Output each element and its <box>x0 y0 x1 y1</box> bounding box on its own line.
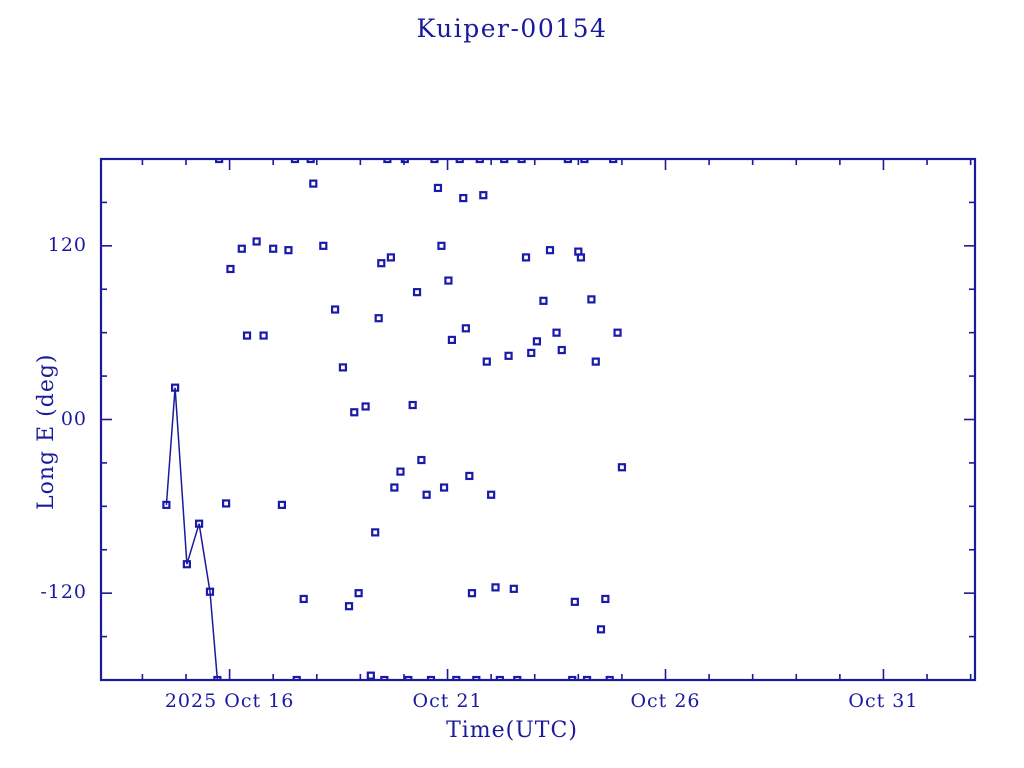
chart-title: Kuiper-00154 <box>416 14 608 43</box>
y-tick-label: 120 <box>47 233 87 256</box>
axes-frame <box>99 157 977 682</box>
x-tick-label: Oct 31 <box>848 690 919 712</box>
y-tick-label: -120 <box>40 581 87 604</box>
x-tick-label: Oct 26 <box>630 690 701 712</box>
x-tick-label: Oct 21 <box>412 690 483 712</box>
y-tick-label: 00 <box>60 407 87 430</box>
x-axis-label: Time(UTC) <box>446 718 578 743</box>
data-point-markers <box>162 159 627 680</box>
axis-ticks <box>101 158 975 681</box>
data-series-long-e <box>165 387 219 680</box>
x-tick-label: 2025 Oct 16 <box>164 690 295 712</box>
